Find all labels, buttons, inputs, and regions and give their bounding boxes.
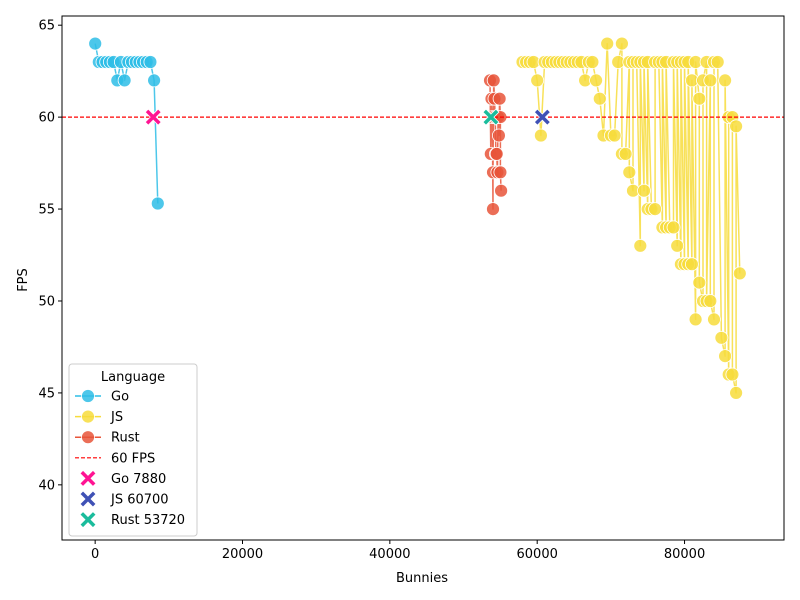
- data-point-go: [147, 73, 162, 88]
- data-point-js: [600, 36, 615, 51]
- y-tick-label: 45: [38, 386, 55, 401]
- y-tick-label: 40: [38, 478, 55, 493]
- legend-box: [68, 363, 198, 537]
- y-tick-label: 65: [38, 19, 55, 34]
- data-point-rust: [493, 165, 508, 180]
- x-tick-label: 0: [91, 547, 99, 562]
- axes: 0 20000 40000 60000 80000 40 45 50 55 60 65: [38, 15, 785, 562]
- data-point-rust: [486, 202, 500, 217]
- threshold-marker: [144, 108, 162, 126]
- data-point-rust: [491, 128, 506, 143]
- legend-marker-rust: [81, 430, 95, 445]
- x-tick-label: 20000: [222, 547, 263, 562]
- data-point-js: [729, 119, 743, 134]
- x-tick-label: 60000: [517, 547, 558, 562]
- data-point-js: [718, 73, 732, 88]
- data-point-js: [592, 91, 607, 106]
- data-point-rust: [494, 183, 509, 198]
- data-point-js: [633, 238, 648, 253]
- legend-marker-threshold: [79, 469, 97, 487]
- data-point-go: [117, 73, 132, 88]
- data-point-rust: [486, 73, 501, 88]
- plot-frame: [61, 15, 785, 541]
- data-point-js: [648, 202, 662, 217]
- legend-marker-js: [81, 409, 95, 424]
- data-point-rust: [492, 91, 507, 106]
- threshold-marker: [482, 108, 500, 126]
- series-line-js: [522, 42, 741, 394]
- data-point-go: [143, 55, 158, 69]
- data-point-js: [718, 349, 732, 364]
- data-point-js: [670, 238, 685, 253]
- data-point-go: [88, 36, 103, 51]
- data-point-js: [685, 257, 699, 272]
- plot-area: [62, 36, 784, 400]
- data-point-js: [607, 128, 622, 143]
- legend: Language Go JS Rust 60 FPS Go 7880 JS 60700 Rus…: [68, 363, 198, 537]
- data-point-js: [729, 385, 743, 400]
- y-tick-label: 60: [38, 111, 55, 126]
- data-point-js: [530, 73, 545, 88]
- data-point-js: [589, 73, 603, 88]
- data-point-js: [692, 91, 707, 106]
- data-point-js: [615, 36, 629, 51]
- x-tick-label: 40000: [369, 547, 410, 562]
- legend-marker-threshold: [79, 511, 97, 529]
- x-tick-label: 80000: [664, 547, 705, 562]
- legend-marker-go: [81, 389, 95, 403]
- data-point-js: [725, 367, 740, 382]
- legend-label-threshold: Rust 53720: [111, 513, 185, 528]
- legend-label-rust: Rust: [111, 431, 140, 446]
- data-point-js: [618, 146, 633, 161]
- y-tick-label: 55: [38, 203, 55, 218]
- y-axis-title: FPS: [16, 268, 31, 292]
- data-point-js: [622, 165, 637, 180]
- threshold-marker: [533, 108, 551, 126]
- data-point-js: [703, 73, 718, 88]
- data-point-js: [534, 128, 548, 143]
- data-point-js: [703, 294, 718, 308]
- legend-label-threshold: JS 60700: [110, 493, 169, 508]
- data-point-js: [710, 55, 725, 69]
- data-point-js: [688, 312, 703, 327]
- legend-label-threshold: Go 7880: [111, 472, 166, 487]
- legend-label-js: JS: [110, 410, 123, 425]
- data-point-js: [732, 266, 747, 281]
- x-axis-title: Bunnies: [396, 571, 448, 586]
- data-point-js: [666, 220, 681, 235]
- data-point-js: [692, 275, 707, 290]
- data-point-go: [150, 196, 165, 211]
- data-point-rust: [489, 146, 504, 161]
- legend-label-go: Go: [111, 390, 129, 405]
- legend-marker-threshold: [79, 490, 97, 508]
- data-point-js: [714, 330, 729, 345]
- data-point-js: [585, 55, 600, 69]
- data-point-js: [707, 312, 721, 327]
- legend-title: Language: [101, 370, 165, 385]
- legend-label-reference: 60 FPS: [111, 451, 155, 466]
- y-tick-label: 50: [38, 294, 55, 309]
- data-point-js: [637, 183, 651, 198]
